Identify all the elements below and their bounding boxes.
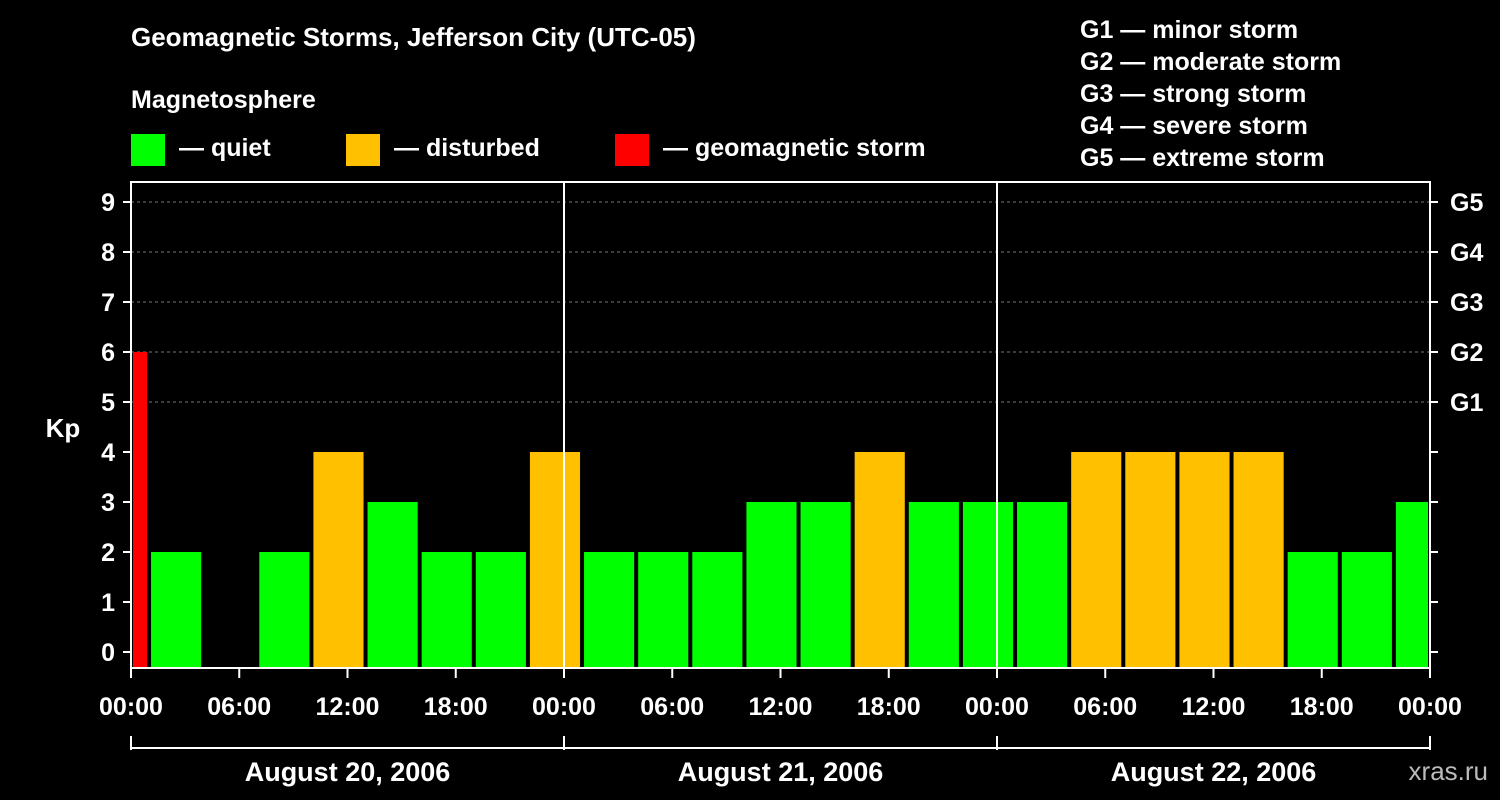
y-tick-label: 3 xyxy=(101,489,115,517)
legend-label-disturbed: — disturbed xyxy=(394,134,540,162)
x-tick-label: 12:00 xyxy=(316,693,380,721)
g-scale-row-g3: G3 — strong storm xyxy=(1080,80,1307,108)
kp-bar xyxy=(133,352,148,668)
x-tick-label: 06:00 xyxy=(1073,693,1137,721)
kp-bar xyxy=(584,552,635,668)
g-scale-row-g2: G2 — moderate storm xyxy=(1080,48,1342,76)
kp-bar xyxy=(421,552,472,668)
g-level-label: G5 xyxy=(1450,189,1483,217)
legend-swatch-storm xyxy=(615,134,649,166)
kp-bar xyxy=(529,452,581,668)
kp-bar xyxy=(908,502,959,668)
x-tick-label: 00:00 xyxy=(1398,693,1462,721)
y-tick-label: 4 xyxy=(101,439,115,467)
kp-bar xyxy=(313,452,364,668)
kp-bar xyxy=(1233,452,1284,668)
kp-bar xyxy=(638,552,689,668)
y-tick-label: 5 xyxy=(101,389,115,417)
legend-subtitle: Magnetosphere xyxy=(131,86,316,114)
kp-bar xyxy=(1125,452,1176,668)
kp-bar xyxy=(962,502,1014,668)
y-tick-label: 9 xyxy=(101,189,115,217)
chart-title: Geomagnetic Storms, Jefferson City (UTC-… xyxy=(131,22,696,52)
kp-bar xyxy=(475,552,526,668)
kp-bar xyxy=(854,452,905,668)
g-level-label: G4 xyxy=(1450,239,1483,267)
x-tick-label: 00:00 xyxy=(532,693,596,721)
y-tick-label: 1 xyxy=(101,589,115,617)
kp-bar xyxy=(692,552,743,668)
kp-bar xyxy=(1341,552,1392,668)
x-tick-label: 12:00 xyxy=(749,693,813,721)
kp-bar xyxy=(1287,552,1338,668)
x-tick-label: 18:00 xyxy=(857,693,921,721)
g-scale-row-g1: G1 — minor storm xyxy=(1080,16,1299,44)
legend-label-quiet: — quiet xyxy=(179,134,271,162)
x-tick-label: 00:00 xyxy=(965,693,1029,721)
g-level-label: G1 xyxy=(1450,389,1483,417)
kp-bar xyxy=(746,502,797,668)
kp-bar xyxy=(800,502,851,668)
g-scale-row-g4: G4 — severe storm xyxy=(1080,112,1308,140)
legend-swatch-quiet xyxy=(131,134,165,166)
kp-bar xyxy=(367,502,418,668)
kp-bar xyxy=(1017,502,1068,668)
day-label: August 21, 2006 xyxy=(678,757,884,787)
g-level-label: G2 xyxy=(1450,339,1483,367)
x-tick-label: 06:00 xyxy=(207,693,271,721)
y-tick-label: 8 xyxy=(101,239,115,267)
kp-bar xyxy=(259,552,310,668)
x-tick-label: 12:00 xyxy=(1182,693,1246,721)
kp-bar xyxy=(151,552,202,668)
legend-label-storm: — geomagnetic storm xyxy=(663,134,926,162)
y-tick-label: 7 xyxy=(101,289,115,317)
kp-bar xyxy=(1395,502,1428,668)
kp-bar xyxy=(1179,452,1230,668)
x-tick-label: 18:00 xyxy=(1290,693,1354,721)
x-tick-label: 18:00 xyxy=(424,693,488,721)
y-tick-label: 0 xyxy=(101,639,115,667)
y-axis-label: Kp xyxy=(46,413,81,443)
day-label: August 20, 2006 xyxy=(245,757,451,787)
g-scale-row-g5: G5 — extreme storm xyxy=(1080,144,1325,172)
day-label: August 22, 2006 xyxy=(1111,757,1317,787)
y-tick-label: 2 xyxy=(101,539,115,567)
x-tick-label: 00:00 xyxy=(99,693,163,721)
g-scale-legend: G1 — minor storm G2 — moderate storm G3 … xyxy=(1080,14,1341,174)
legend-swatch-disturbed xyxy=(346,134,380,166)
y-tick-label: 6 xyxy=(101,339,115,367)
g-level-label: G3 xyxy=(1450,289,1483,317)
x-tick-label: 06:00 xyxy=(640,693,704,721)
kp-bar xyxy=(1071,452,1122,668)
watermark: xras.ru xyxy=(1408,756,1488,786)
